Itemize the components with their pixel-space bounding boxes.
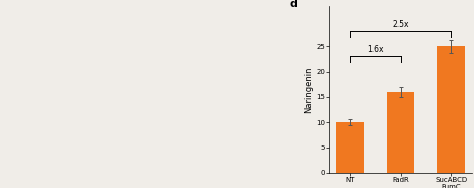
- Bar: [336, 122, 364, 173]
- Y-axis label: Naringenin: Naringenin: [304, 66, 313, 113]
- Bar: [438, 46, 465, 173]
- Text: 2.5x: 2.5x: [392, 20, 409, 29]
- Text: 1.6x: 1.6x: [367, 45, 383, 54]
- Bar: [387, 92, 414, 173]
- Text: d: d: [290, 0, 298, 9]
